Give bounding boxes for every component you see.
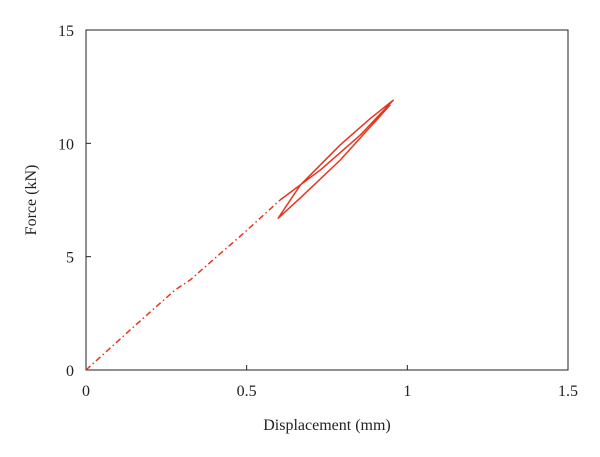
y-tick-label: 5 [66,250,74,267]
data-line [85,199,281,371]
plot-frame [85,29,569,371]
y-tick-label: 15 [58,23,74,40]
y-tick-label: 0 [66,363,74,380]
x-axis-label: Displacement (mm) [263,417,391,434]
x-tick-label: 1.5 [558,383,578,400]
x-tick-label: 0 [82,383,90,400]
y-tick-label: 10 [58,136,74,153]
y-axis-label: Force (kN) [23,165,40,236]
x-tick-label: 0.5 [237,383,257,400]
data-line [277,99,394,219]
x-tick-label: 1 [403,383,411,400]
